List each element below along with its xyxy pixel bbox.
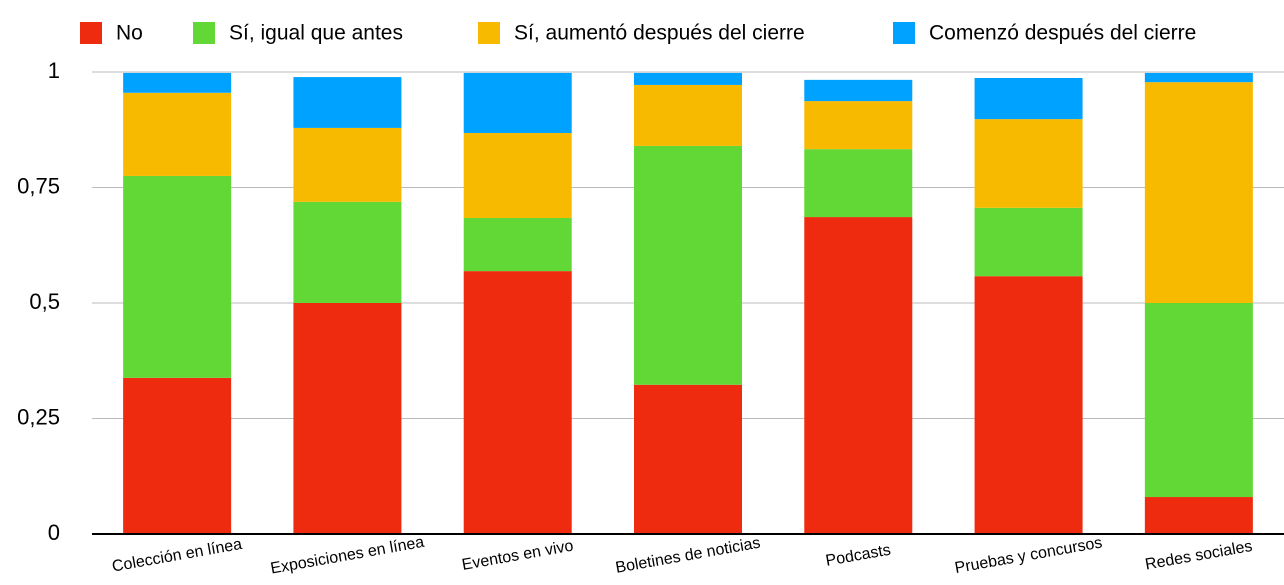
bar-segment [804,149,913,218]
bar-segment [463,132,572,218]
bar-segment [634,84,742,146]
legend-swatch [893,22,915,44]
legend-swatch [80,22,102,44]
bar-segment [804,217,913,534]
x-tick-label: Exposiciones en línea [269,534,425,578]
x-tick-label: Pruebas y concursos [953,534,1103,577]
bar-segment [293,77,402,128]
legend-swatch [193,22,215,44]
bar-segment [1144,497,1253,534]
bar-segment [123,377,232,534]
x-tick-label: Eventos en vivo [461,538,575,574]
y-tick-label: 0,5 [29,289,60,314]
bar-segment [463,271,572,534]
legend-label: Sí, igual que antes [229,22,403,45]
x-tick-label: Boletines de noticias [614,535,761,577]
bar-segment [1144,82,1253,303]
bar-segment [974,207,1083,277]
bar-segment [123,92,232,176]
bar-segment [463,72,572,133]
y-tick-label: 0,75 [17,173,60,198]
bar-segment [974,119,1083,208]
bar-segment [123,175,232,378]
legend-label: Sí, aumentó después del cierre [514,22,805,45]
x-tick-label: Colección en línea [111,536,244,576]
y-tick-label: 0,25 [17,404,60,429]
x-tick-label: Redes sociales [1144,538,1254,574]
legend-swatch [478,22,500,44]
bar-segment [293,127,402,202]
bar-segment [293,201,402,303]
bar-segment [634,145,742,385]
bar-segment [293,303,402,534]
x-tick-label: Podcasts [824,542,892,570]
bar-segment [804,101,913,150]
bar-segment [1144,72,1253,83]
bar-segment [974,276,1083,534]
bar-segment [123,72,232,93]
bar-segment [634,384,742,534]
bar-segment [974,78,1083,120]
bar-segment [804,79,913,102]
legend-label: Comenzó después del cierre [929,22,1196,45]
bar-segment [1144,303,1253,498]
y-tick-label: 0 [48,520,60,545]
legend-label: No [116,22,143,45]
bar-segment [634,72,742,85]
y-tick-label: 1 [48,58,60,83]
bar-segment [463,217,572,272]
